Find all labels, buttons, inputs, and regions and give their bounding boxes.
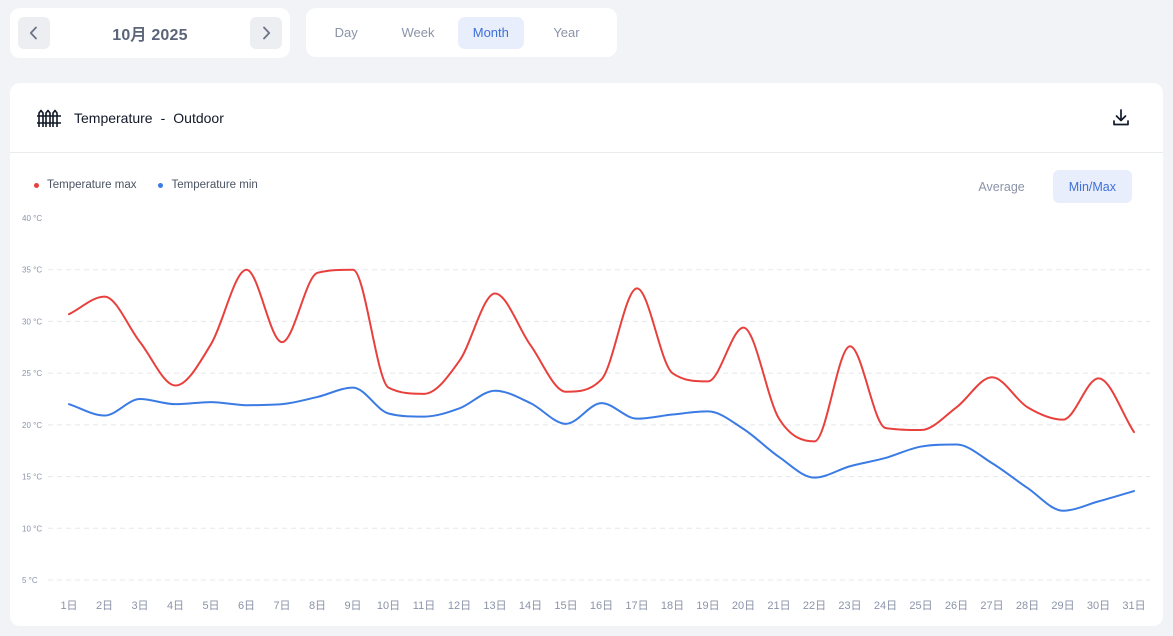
view-range-tabs: Day Week Month Year <box>306 8 617 57</box>
chevron-left-icon <box>29 26 37 40</box>
period-label[interactable]: 10月 2025 <box>112 27 188 44</box>
legend-label-max: Temperature max <box>47 179 137 191</box>
card-header: Temperature - Outdoor <box>10 83 1163 153</box>
next-period-button[interactable] <box>250 17 282 49</box>
tab-year[interactable]: Year <box>553 25 580 40</box>
legend-dot-max <box>34 182 39 188</box>
tab-week[interactable]: Week <box>401 25 435 40</box>
legend-item-max[interactable]: Temperature max <box>34 179 136 191</box>
download-button[interactable] <box>1111 107 1131 129</box>
tab-day[interactable]: Day <box>334 25 358 40</box>
fence-icon <box>36 108 62 128</box>
download-icon <box>1113 109 1129 126</box>
average-button[interactable]: Average <box>978 179 1025 194</box>
title-separator: - <box>160 109 166 126</box>
card-title: Temperature <box>74 109 153 126</box>
chart-legend: Temperature max Temperature min <box>34 179 258 191</box>
legend-dot-min <box>158 182 164 188</box>
previous-period-button[interactable] <box>18 17 50 49</box>
legend-label-min: Temperature min <box>171 179 258 191</box>
date-navigator: 10月 2025 <box>10 8 290 58</box>
chevron-right-icon <box>263 26 271 40</box>
aggregation-toggle: Average Min/Max <box>962 170 1132 203</box>
tab-month[interactable]: Month <box>457 16 524 49</box>
legend-item-min[interactable]: Temperature min <box>158 179 258 191</box>
temperature-card: Temperature - Outdoor Temperature max Te… <box>10 83 1163 626</box>
card-subtitle: Outdoor <box>173 109 224 126</box>
min-max-button[interactable]: Min/Max <box>1052 170 1132 203</box>
